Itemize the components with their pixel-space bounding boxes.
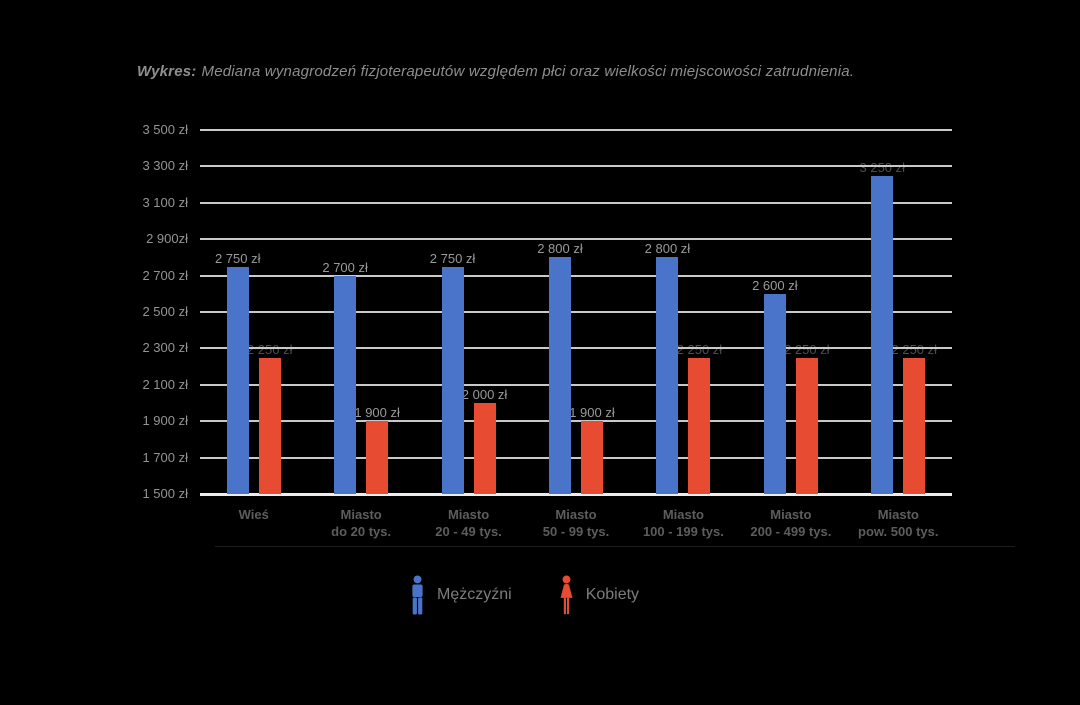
y-axis-tick-label: 3 100 zł (142, 194, 188, 210)
bar-value-label: 2 000 zł (461, 387, 508, 402)
bar-women-4 (581, 421, 603, 494)
chart-title-prefix: Wykres: (137, 63, 197, 80)
x-axis: Wieś Miasto do 20 tys. Miasto 20 - 49 tys. Mi… (200, 506, 952, 546)
divider-line (215, 546, 1015, 547)
x-axis-category-label: Miasto pow. 500 tys. (858, 507, 939, 539)
gridline (200, 165, 952, 168)
x-axis-category-label: Miasto 20 - 49 tys. (435, 507, 502, 539)
y-axis-tick-label: 3 500 zł (142, 122, 188, 137)
bar-value-label: 2 750 zł (214, 250, 261, 266)
y-axis-tick-label: 1 500 zł (142, 486, 188, 501)
y-axis-tick-label: 1 700 zł (142, 449, 188, 465)
bar-value-label: 2 800 zł (644, 241, 691, 257)
x-axis-category-label: Wieś (238, 507, 269, 522)
legend-label-women: Kobiety (585, 586, 640, 603)
gridline (200, 274, 952, 277)
bar-value-label: 3 250 zł (837, 159, 927, 177)
y-axis-tick-label: 2 300 zł (142, 340, 188, 356)
legend-label-men: Mężczyźni (437, 586, 512, 603)
bar-value-label: 2 600 zł (752, 277, 798, 293)
plot-area: 2 750 zł 2 700 zł 2 750 zł 2 800 zł 2 800 zł… (200, 129, 952, 496)
bar-men-3 (441, 266, 464, 494)
x-axis-category-label: Miasto do 20 tys. (331, 507, 392, 539)
bar-value-label: 2 700 zł (322, 259, 368, 275)
bar-women-1 (258, 357, 281, 494)
bar-value-label: 1 900 zł (569, 405, 615, 421)
bar-women-2 (366, 421, 389, 494)
bar-women-5 (688, 357, 711, 494)
gridline (200, 420, 952, 423)
y-axis: 3 500 zł 3 300 zł 3 100 zł 2 900zł 2 700 zł 2… (0, 122, 188, 501)
bar-men-5 (656, 257, 679, 494)
bar-value-label: 1 900 zł (354, 405, 400, 421)
y-axis-tick-label: 2 100 zł (142, 376, 188, 392)
gridline (200, 456, 952, 459)
bar-women-6 (795, 357, 818, 494)
bar-women-3 (473, 403, 496, 494)
gridline (200, 383, 952, 386)
chart-title: Wykres: Mediana wynagrodzeń fizjoterapeut… (137, 63, 957, 80)
male-person-icon (412, 575, 423, 615)
x-axis-baseline (200, 493, 952, 496)
bar-women-7 (903, 357, 926, 494)
gridline (200, 129, 952, 131)
x-axis-category-label: Miasto 200 - 499 tys. (750, 507, 832, 539)
legend: Mężczyźni Kobiety (409, 575, 639, 615)
bar-men-7 (871, 175, 894, 494)
gridline (200, 238, 952, 241)
y-axis-tick-label: 2 700 zł (142, 267, 188, 283)
bar-value-label: 2 800 zł (537, 241, 583, 257)
female-person-icon (560, 575, 573, 615)
bar-men-6 (763, 293, 786, 494)
bar-men-1 (226, 266, 249, 494)
bar-value-label: 2 750 zł (429, 250, 476, 266)
chart-title-text: Mediana wynagrodzeń fizjoterapeutów wzgl… (201, 63, 855, 80)
bar-men-2 (334, 275, 357, 494)
gridline (200, 311, 952, 313)
x-axis-category-label: Miasto 100 - 199 tys. (642, 507, 724, 539)
y-axis-tick-label: 1 900 zł (142, 413, 188, 429)
y-axis-tick-label: 2 500 zł (142, 304, 188, 319)
legend-item-women: Kobiety (558, 575, 639, 615)
y-axis-tick-label: 3 300 zł (142, 158, 188, 174)
x-axis-category-label: Miasto 50 - 99 tys. (542, 507, 610, 539)
gridline (200, 347, 952, 350)
y-axis-tick-label: 2 900zł (146, 231, 188, 247)
legend-item-men: Mężczyźni (409, 575, 512, 615)
bar-men-4 (549, 257, 571, 494)
gridline (200, 201, 952, 204)
